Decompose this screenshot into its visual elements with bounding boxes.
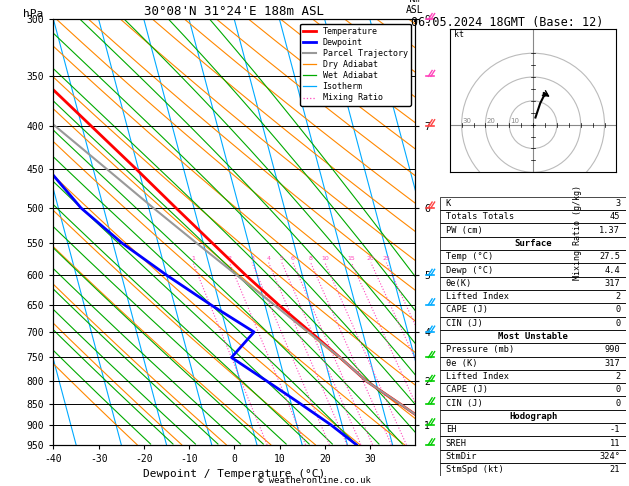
Text: 20: 20 <box>487 119 496 124</box>
Bar <box>440 290 626 303</box>
Text: -1: -1 <box>610 425 620 434</box>
Text: 6: 6 <box>291 256 295 260</box>
Bar <box>440 410 626 423</box>
Text: 1.37: 1.37 <box>599 226 620 235</box>
Bar <box>440 210 626 224</box>
Text: 2: 2 <box>615 372 620 381</box>
Bar <box>440 250 626 263</box>
Text: hPa: hPa <box>23 9 43 19</box>
Text: 2: 2 <box>615 292 620 301</box>
Text: Surface: Surface <box>515 239 552 248</box>
Text: 4.4: 4.4 <box>604 265 620 275</box>
Text: 8: 8 <box>309 256 313 260</box>
Bar <box>440 357 626 370</box>
Text: θe(K): θe(K) <box>446 279 472 288</box>
Text: 0: 0 <box>615 319 620 328</box>
Text: Temp (°C): Temp (°C) <box>446 252 493 261</box>
Text: 21: 21 <box>610 465 620 474</box>
Text: 317: 317 <box>604 279 620 288</box>
Text: km
ASL: km ASL <box>406 0 424 15</box>
Text: 06.05.2024 18GMT (Base: 12): 06.05.2024 18GMT (Base: 12) <box>411 16 603 29</box>
Text: 25: 25 <box>382 256 390 260</box>
Text: 30: 30 <box>463 119 472 124</box>
Text: 4: 4 <box>267 256 270 260</box>
Text: StmSpd (kt): StmSpd (kt) <box>446 465 504 474</box>
Text: Hodograph: Hodograph <box>509 412 557 421</box>
Text: 2: 2 <box>228 256 231 260</box>
Text: PW (cm): PW (cm) <box>446 226 482 235</box>
Text: 0: 0 <box>615 399 620 408</box>
Text: EH: EH <box>446 425 457 434</box>
Bar <box>440 330 626 343</box>
Bar <box>440 316 626 330</box>
Text: CIN (J): CIN (J) <box>446 319 482 328</box>
Bar <box>440 436 626 450</box>
Bar <box>440 343 626 357</box>
Legend: Temperature, Dewpoint, Parcel Trajectory, Dry Adiabat, Wet Adiabat, Isotherm, Mi: Temperature, Dewpoint, Parcel Trajectory… <box>300 24 411 106</box>
Title: 30°08'N 31°24'E 188m ASL: 30°08'N 31°24'E 188m ASL <box>144 5 325 18</box>
Text: 45: 45 <box>610 212 620 221</box>
Text: 3: 3 <box>250 256 254 260</box>
Text: CAPE (J): CAPE (J) <box>446 385 488 394</box>
Text: StmDir: StmDir <box>446 452 477 461</box>
Text: CIN (J): CIN (J) <box>446 399 482 408</box>
Bar <box>440 370 626 383</box>
Text: Most Unstable: Most Unstable <box>498 332 568 341</box>
Text: Lifted Index: Lifted Index <box>446 372 509 381</box>
Text: Totals Totals: Totals Totals <box>446 212 514 221</box>
Text: 10: 10 <box>321 256 329 260</box>
Text: Pressure (mb): Pressure (mb) <box>446 346 514 354</box>
Text: Mixing Ratio (g/kg): Mixing Ratio (g/kg) <box>574 185 582 279</box>
Text: 10: 10 <box>511 119 520 124</box>
Bar <box>440 423 626 436</box>
Text: 324°: 324° <box>599 452 620 461</box>
Text: 27.5: 27.5 <box>599 252 620 261</box>
Bar <box>440 463 626 476</box>
Text: SREH: SREH <box>446 438 467 448</box>
Text: 20: 20 <box>367 256 375 260</box>
Text: K: K <box>446 199 451 208</box>
Bar <box>440 383 626 397</box>
Text: © weatheronline.co.uk: © weatheronline.co.uk <box>258 475 371 485</box>
Bar <box>440 450 626 463</box>
Bar <box>440 197 626 210</box>
Bar <box>440 237 626 250</box>
Text: 15: 15 <box>348 256 355 260</box>
Bar <box>440 303 626 316</box>
Text: 317: 317 <box>604 359 620 368</box>
Text: 5: 5 <box>280 256 284 260</box>
Text: 990: 990 <box>604 346 620 354</box>
Text: θe (K): θe (K) <box>446 359 477 368</box>
Bar <box>440 263 626 277</box>
Bar <box>440 224 626 237</box>
Text: CAPE (J): CAPE (J) <box>446 305 488 314</box>
X-axis label: Dewpoint / Temperature (°C): Dewpoint / Temperature (°C) <box>143 469 325 479</box>
Bar <box>440 277 626 290</box>
Text: Dewp (°C): Dewp (°C) <box>446 265 493 275</box>
Bar <box>440 397 626 410</box>
Text: Lifted Index: Lifted Index <box>446 292 509 301</box>
Text: 1: 1 <box>191 256 195 260</box>
Text: 0: 0 <box>615 385 620 394</box>
Text: 3: 3 <box>615 199 620 208</box>
Text: 0: 0 <box>615 305 620 314</box>
Text: kt: kt <box>455 30 464 38</box>
Text: 11: 11 <box>610 438 620 448</box>
